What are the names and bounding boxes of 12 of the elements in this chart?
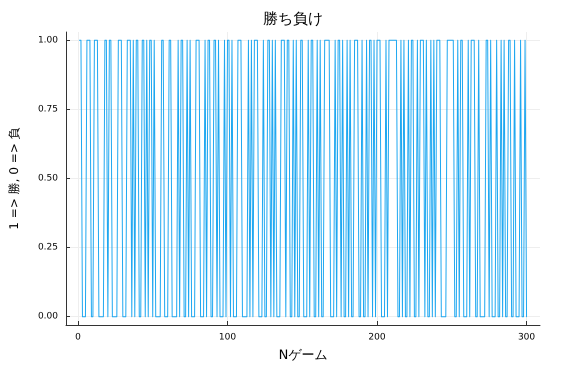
x-tick-label: 300 [518,332,536,342]
x-tick-label: 100 [218,332,236,342]
chart-title: 勝ち負け [263,10,323,28]
y-tick-label: 0.25 [38,242,58,253]
y-axis-title: 1 => 勝, 0 => 負 [7,127,21,230]
y-tick-label: 0.00 [38,312,58,322]
x-axis-title: Nゲーム [278,348,328,363]
x-tick-label: 200 [368,332,386,342]
y-tick-label: 1.00 [38,35,58,46]
x-tick-label: 0 [75,332,82,342]
y-tick-label: 0.75 [38,104,58,114]
y-tick-label: 0.50 [38,174,58,184]
